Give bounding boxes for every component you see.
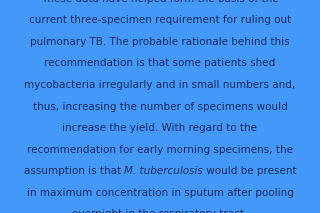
Text: pulmonary TB. The probable rationale behind this: pulmonary TB. The probable rationale beh… <box>30 37 290 47</box>
Text: thus, increasing the number of specimens would: thus, increasing the number of specimens… <box>33 102 287 111</box>
Text: overnight in the respiratory tract.: overnight in the respiratory tract. <box>72 209 248 213</box>
Text: would be present: would be present <box>203 166 296 176</box>
Text: recommendation is that some patients shed: recommendation is that some patients she… <box>44 58 276 68</box>
Text: current three-specimen requirement for ruling out: current three-specimen requirement for r… <box>29 15 291 25</box>
Text: These data have helped form the basis of the: These data have helped form the basis of… <box>41 0 279 4</box>
Text: M. tuberculosis: M. tuberculosis <box>124 166 203 176</box>
Text: assumption is that: assumption is that <box>24 166 124 176</box>
Text: recommendation for early morning specimens, the: recommendation for early morning specime… <box>27 145 293 155</box>
Text: in maximum concentration in sputum after pooling: in maximum concentration in sputum after… <box>27 188 293 198</box>
Text: increase the yield. With regard to the: increase the yield. With regard to the <box>62 123 258 133</box>
Text: mycobacteria irregularly and in small numbers and,: mycobacteria irregularly and in small nu… <box>24 80 296 90</box>
